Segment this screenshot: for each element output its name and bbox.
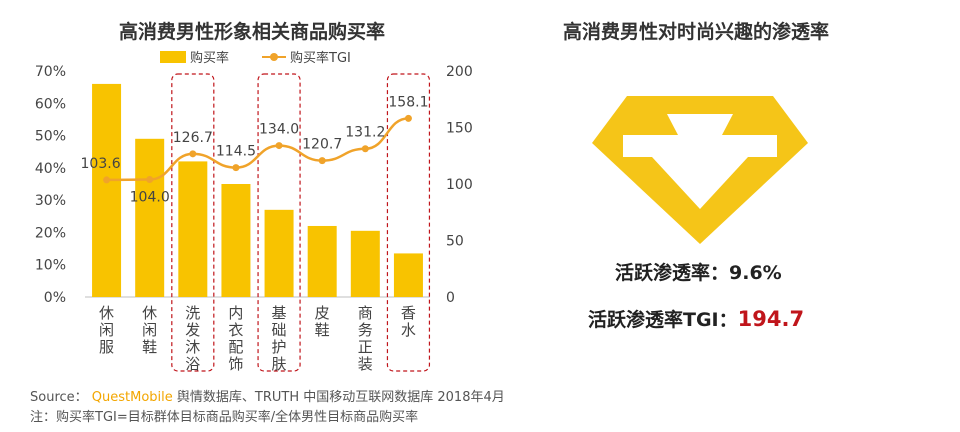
tgi-data-label: 103.6 — [81, 156, 121, 172]
right-panel-title: 高消费男性对时尚兴趣的渗透率 — [563, 20, 829, 43]
x-category-label: 休闲服 — [99, 304, 114, 356]
tgi-data-label: 104.0 — [130, 189, 170, 205]
tgi-data-label: 158.1 — [388, 94, 428, 110]
bar — [92, 83, 122, 298]
bar — [264, 209, 294, 297]
legend-label-bar: 购买率 — [190, 50, 229, 66]
active-penetration-stat: 活跃渗透率：9.6% — [615, 258, 782, 285]
source-note: Source： QuestMobile 舆情数据库、TRUTH 中国移动互联网数… — [30, 386, 505, 405]
active-penetration-label: 活跃渗透率： — [615, 262, 730, 284]
legend-swatch-bar — [160, 51, 186, 63]
highlight-box — [386, 73, 431, 372]
y-left-tick-label: 10% — [35, 258, 66, 274]
tgi-point — [404, 114, 412, 122]
legend-swatch-marker — [270, 53, 278, 61]
x-category-label: 基础护肤 — [272, 304, 287, 373]
source-text: 舆情数据库、TRUTH 中国移动互联网数据库 2018年4月 — [176, 390, 505, 405]
tgi-point — [361, 145, 369, 153]
y-right-tick-label: 0 — [446, 290, 455, 306]
tgi-point — [103, 176, 111, 184]
legend: 购买率 购买率TGI — [160, 50, 351, 66]
highlight-box — [257, 73, 301, 372]
tgi-point — [275, 142, 283, 150]
y-right-tick-label: 100 — [446, 177, 473, 193]
y-right-tick-label: 150 — [446, 121, 473, 137]
tgi-point — [232, 164, 240, 172]
x-category-label: 洗发沐浴 — [185, 304, 200, 373]
bar — [393, 253, 423, 297]
tgi-point — [189, 150, 197, 158]
bar — [350, 230, 380, 297]
y-left-tick-label: 60% — [35, 96, 66, 112]
bar — [307, 225, 337, 297]
tgi-point — [318, 157, 326, 165]
y-left-tick-label: 70% — [35, 64, 66, 80]
x-category-label: 内衣配饰 — [228, 304, 243, 373]
y-left-tick-label: 0% — [44, 290, 66, 306]
legend-label-line: 购买率TGI — [290, 50, 351, 66]
tgi-data-label: 134.0 — [259, 122, 299, 138]
x-category-label: 休闲鞋 — [142, 304, 157, 356]
active-penetration-tgi-stat: 活跃渗透率TGI：194.7 — [588, 305, 804, 332]
formula-note: 注：购买率TGI=目标群体目标商品购买率/全体男性目标商品购买率 — [30, 410, 419, 425]
bar — [178, 161, 208, 297]
x-category-label: 商务正装 — [358, 304, 373, 373]
plot-area: 0% 10% 20% 30% 40% 50% 60% 70% 0 50 100 150 200 103.6… — [35, 64, 473, 373]
active-penetration-tgi-value: 194.7 — [737, 307, 805, 331]
tgi-data-label: 131.2 — [345, 125, 385, 141]
y-left-tick-label: 20% — [35, 225, 66, 241]
active-penetration-value: 9.6% — [729, 262, 782, 284]
active-penetration-tgi-label: 活跃渗透率TGI： — [588, 309, 738, 331]
y-left-tick-label: 40% — [35, 161, 66, 177]
source-brand: QuestMobile — [91, 390, 173, 405]
tgi-point — [146, 175, 154, 183]
x-category-label: 皮鞋 — [315, 304, 330, 339]
tgi-data-label: 120.7 — [302, 137, 342, 153]
y-right-tick-label: 50 — [446, 234, 464, 250]
tgi-data-label: 114.5 — [216, 144, 256, 160]
y-right-tick-label: 200 — [446, 64, 473, 80]
chart-title: 高消费男性形象相关商品购买率 — [119, 20, 385, 43]
source-prefix: Source： — [30, 390, 88, 405]
diamond-icon — [592, 96, 808, 244]
tgi-data-label: 126.7 — [173, 130, 213, 146]
highlight-box — [171, 73, 215, 372]
y-left-tick-label: 50% — [35, 129, 66, 145]
bar — [135, 138, 165, 297]
bar — [221, 184, 251, 297]
x-category-label: 香水 — [401, 304, 416, 339]
y-left-tick-label: 30% — [35, 193, 66, 209]
